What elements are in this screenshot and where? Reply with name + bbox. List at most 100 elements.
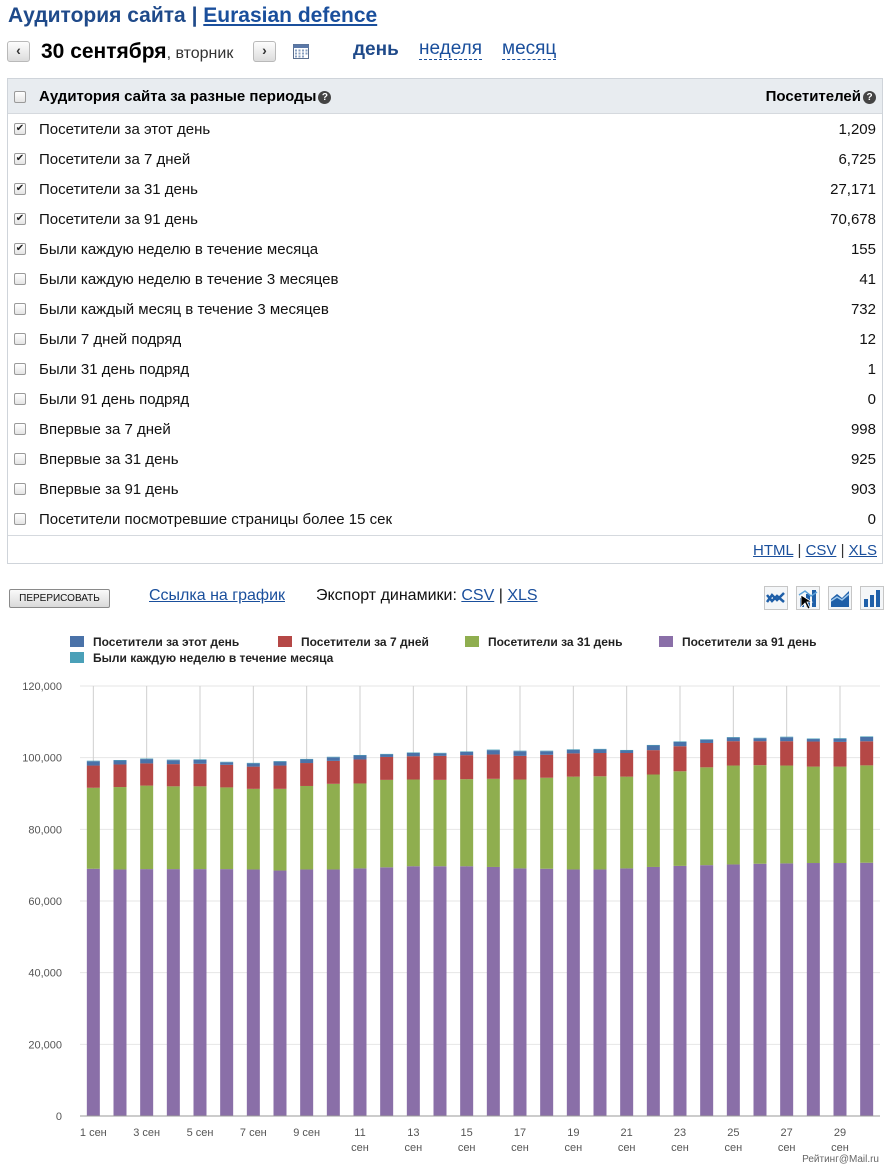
page-title: Аудитория сайта | Eurasian defence (8, 4, 377, 28)
row-checkbox[interactable] (14, 513, 26, 525)
row-value: 155 (850, 241, 876, 258)
row-value: 925 (850, 451, 876, 468)
chart-bar-segment (513, 868, 527, 1116)
bar-chart-icon[interactable] (860, 586, 884, 610)
row-checkbox[interactable]: ✔ (14, 123, 26, 135)
chart-bar-segment (806, 863, 820, 1116)
bar-line-chart-icon[interactable] (796, 586, 820, 610)
row-checkbox[interactable]: ✔ (14, 153, 26, 165)
chart-bar-segment (300, 869, 314, 1116)
period-day-tab[interactable]: день (353, 39, 399, 60)
site-link[interactable]: Eurasian defence (203, 4, 378, 27)
period-week-tab[interactable]: неделя (419, 38, 483, 60)
row-value: 1,209 (838, 121, 876, 138)
prev-day-button[interactable]: ‹ (7, 41, 30, 62)
select-all-checkbox[interactable] (14, 91, 26, 103)
chart-bar-segment (673, 746, 687, 772)
chart-bar-segment (593, 748, 607, 750)
chart-bar-segment (353, 755, 367, 760)
chart-bar-segment (860, 736, 874, 742)
row-checkbox[interactable] (14, 483, 26, 495)
row-checkbox[interactable] (14, 363, 26, 375)
chart-bar-segment (513, 750, 527, 752)
export-csv-link[interactable]: CSV (805, 542, 837, 559)
calendar-icon[interactable] (293, 43, 309, 59)
table-row: Впервые за 31 день 925 (8, 444, 882, 474)
row-label: Впервые за 91 день (39, 481, 179, 498)
row-value: 903 (850, 481, 876, 498)
row-label: Впервые за 7 дней (39, 421, 171, 438)
x-tick-label: 15 (461, 1127, 473, 1139)
help-icon[interactable]: ? (318, 91, 332, 104)
row-checkbox[interactable]: ✔ (14, 243, 26, 255)
row-checkbox[interactable] (14, 273, 26, 285)
chart-bar-segment (86, 868, 100, 1116)
x-tick-label: 19 (567, 1127, 579, 1139)
row-checkbox[interactable]: ✔ (14, 183, 26, 195)
y-tick-label: 60,000 (28, 896, 62, 908)
chart-bar-segment (326, 757, 340, 761)
row-label: Были 7 дней подряд (39, 331, 182, 348)
table-row: Впервые за 91 день 903 (8, 474, 882, 504)
x-tick-label-month: сен (618, 1142, 636, 1154)
chart-bar-segment (620, 753, 634, 777)
chart-bar-segment (753, 737, 767, 739)
redraw-button[interactable]: ПЕРЕРИСОВАТЬ (9, 589, 110, 608)
chart-bar-segment (860, 736, 874, 737)
row-label: Посетители за 31 день (39, 181, 198, 198)
chart-bar-segment (833, 738, 847, 739)
line-chart-icon[interactable] (764, 586, 788, 610)
chart-bar-segment (566, 776, 580, 870)
table-header-label: Аудитория сайта за разные периоды? (39, 88, 332, 105)
chart-bar-segment (406, 866, 420, 1116)
row-value: 0 (867, 511, 876, 528)
chart-bar-segment (726, 741, 740, 766)
period-month-tab[interactable]: месяц (502, 38, 557, 60)
chart-bar-segment (673, 771, 687, 866)
row-checkbox[interactable] (14, 333, 26, 345)
chart-bar-segment (460, 751, 474, 756)
chart-bar-segment (486, 750, 500, 755)
chart-bar-segment (246, 763, 260, 767)
y-tick-label: 0 (56, 1111, 62, 1123)
table-row: ✔ Посетители за 7 дней 6,725 (8, 144, 882, 174)
row-value: 998 (850, 421, 876, 438)
x-tick-label: 3 сен (133, 1127, 160, 1139)
export-xls-link[interactable]: XLS (848, 542, 877, 559)
chart-bar-segment (833, 741, 847, 767)
help-icon[interactable]: ? (863, 91, 876, 104)
row-checkbox[interactable] (14, 453, 26, 465)
row-checkbox[interactable] (14, 303, 26, 315)
chart-bar-segment (780, 765, 794, 864)
chart-bar-segment (753, 738, 767, 742)
chart-bar-segment (113, 869, 127, 1116)
table-row: ✔ Посетители за 91 день 70,678 (8, 204, 882, 234)
table-export-links: HTML | CSV | XLS (753, 542, 877, 559)
row-checkbox[interactable] (14, 423, 26, 435)
chart-bar-segment (646, 866, 660, 1116)
chart-bar-segment (140, 785, 154, 870)
x-tick-label: 5 сен (187, 1127, 214, 1139)
title-separator: | (191, 4, 198, 27)
chart-bar-segment (780, 737, 794, 742)
chart-bar-segment (566, 753, 580, 777)
chart-bar-segment (513, 751, 527, 756)
row-checkbox[interactable]: ✔ (14, 213, 26, 225)
row-checkbox[interactable] (14, 393, 26, 405)
export-html-link[interactable]: HTML (753, 542, 794, 559)
next-day-button[interactable]: › (253, 41, 276, 62)
chart-bar-segment (406, 779, 420, 867)
dynamics-csv-link[interactable]: CSV (461, 587, 495, 604)
chart-bar-segment (593, 749, 607, 754)
chart-bar-segment (166, 869, 180, 1116)
chart-bar-segment (700, 739, 714, 740)
chart-bar-segment (780, 736, 794, 738)
table-footer: HTML | CSV | XLS (8, 535, 882, 565)
dynamics-export: Экспорт динамики: CSV | XLS (316, 587, 538, 605)
dynamics-xls-link[interactable]: XLS (507, 587, 538, 604)
chart-bar-segment (673, 741, 687, 742)
chart-bar-segment (486, 749, 500, 751)
chart-bar-segment (486, 754, 500, 779)
chart-link[interactable]: Ссылка на график (149, 587, 285, 604)
area-chart-icon[interactable] (828, 586, 852, 610)
